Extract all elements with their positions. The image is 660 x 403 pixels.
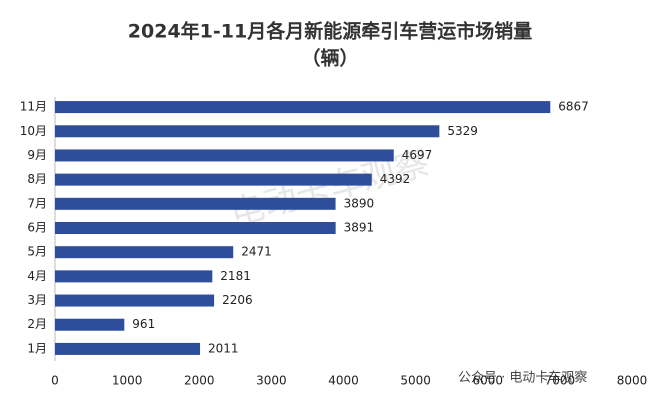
- data-label: 2181: [220, 269, 251, 283]
- y-tick-label: 11月: [20, 100, 47, 114]
- bar: [55, 342, 201, 355]
- data-label: 3890: [344, 196, 375, 210]
- chart-subtitle: （辆）: [301, 47, 358, 70]
- x-tick-label: 2000: [184, 374, 215, 388]
- bar: [55, 125, 440, 138]
- x-tick-label: 8000: [617, 374, 648, 388]
- bar: [55, 149, 394, 162]
- x-tick-label: 6000: [472, 374, 503, 388]
- bar: [55, 246, 234, 259]
- y-tick-label: 1月: [27, 341, 47, 355]
- footer-note: 公众号 · 电动卡车观察: [458, 370, 587, 386]
- bar: [55, 318, 125, 331]
- bar: [55, 270, 213, 283]
- y-tick-label: 9月: [27, 148, 47, 162]
- bar: [55, 101, 551, 114]
- y-tick-label: 4月: [27, 269, 47, 283]
- bar: [55, 173, 372, 186]
- data-label: 4697: [402, 148, 433, 162]
- y-tick-label: 7月: [27, 196, 47, 210]
- bar: [55, 197, 336, 210]
- x-tick-label: 5000: [400, 374, 431, 388]
- x-tick-label: 0: [51, 374, 59, 388]
- data-label: 4392: [380, 172, 411, 186]
- x-tick-label: 1000: [112, 374, 143, 388]
- y-tick-label: 5月: [27, 245, 47, 259]
- bar: [55, 222, 336, 234]
- chart-title: 2024年1-11月各月新能源牵引车营运市场销量: [128, 20, 532, 43]
- bar: [55, 294, 215, 307]
- data-label: 5329: [447, 124, 478, 138]
- data-label: 3891: [344, 221, 375, 235]
- y-tick-label: 10月: [20, 124, 47, 138]
- y-tick-label: 6月: [27, 221, 47, 235]
- data-label: 2471: [241, 245, 272, 259]
- data-label: 2206: [222, 293, 253, 307]
- data-label: 6867: [558, 100, 589, 114]
- x-tick-label: 4000: [328, 374, 359, 388]
- x-tick-label: 7000: [545, 374, 576, 388]
- y-tick-label: 8月: [27, 172, 47, 186]
- data-label: 2011: [208, 341, 239, 355]
- y-tick-label: 3月: [27, 293, 47, 307]
- data-label: 961: [132, 317, 155, 331]
- x-tick-label: 3000: [256, 374, 287, 388]
- y-tick-label: 2月: [27, 317, 47, 331]
